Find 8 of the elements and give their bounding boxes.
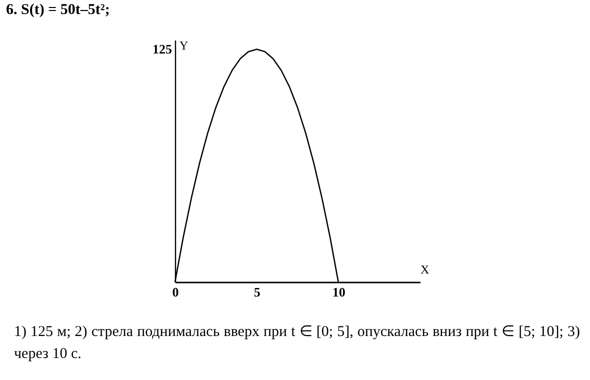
- x-tick-label: 0: [172, 284, 179, 300]
- x-axis-title: X: [420, 262, 430, 276]
- text: 1) 125 м; 2) стрела поднималась вверх при t ∈ [0; 5], опускалась вниз при t ∈ [5; 10]; 3) через 10 с.: [14, 323, 580, 364]
- x-tick-label: 10: [332, 284, 346, 300]
- text: 125: [152, 41, 172, 56]
- y-axis-title: Y: [180, 38, 188, 52]
- x-tick-label: 5: [254, 284, 261, 300]
- chart-title: 6. S(t) = 50t–5t²;: [6, 2, 110, 19]
